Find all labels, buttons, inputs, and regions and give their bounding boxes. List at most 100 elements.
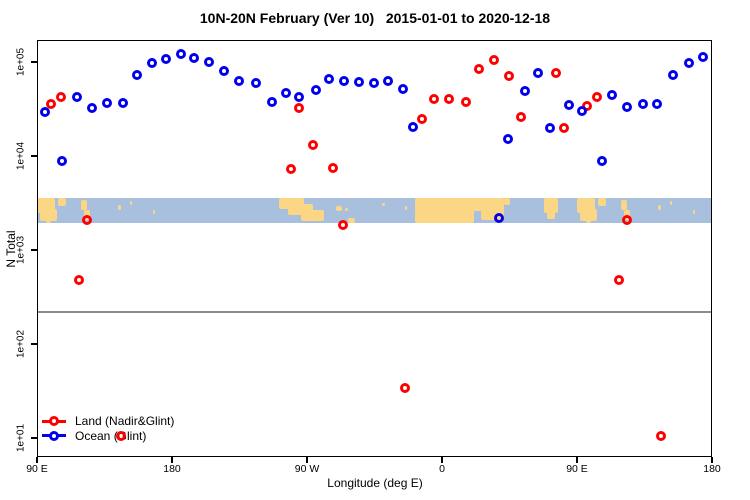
land-mass — [658, 205, 661, 211]
data-point-ocean — [398, 84, 408, 94]
land-mass — [670, 201, 673, 206]
land-mass — [80, 200, 87, 211]
x-tick-mark — [36, 457, 38, 463]
y-tick-label: 1e+01 — [15, 423, 27, 453]
data-point-land — [429, 94, 440, 104]
data-point-land — [558, 122, 569, 133]
data-point-land — [327, 163, 338, 174]
data-point-ocean — [147, 58, 158, 69]
land-mass — [503, 197, 510, 206]
land-mass — [415, 197, 504, 212]
land-mass — [344, 207, 348, 212]
data-point-ocean — [564, 99, 575, 110]
data-point-ocean — [698, 52, 708, 62]
y-tick-label: 1e+03 — [15, 235, 27, 265]
x-tick-label: 90 E — [26, 463, 48, 475]
land-mass — [347, 218, 355, 223]
y-tick-mark — [31, 155, 37, 157]
plot-title: 10N-20N February (Ver 10) 2015-01-01 to … — [199, 10, 551, 26]
data-point-ocean — [519, 86, 530, 97]
data-point-ocean — [576, 106, 587, 116]
data-point-land — [516, 111, 527, 122]
land-mass — [58, 197, 66, 206]
data-point-ocean — [311, 85, 321, 96]
data-point-ocean — [281, 87, 291, 98]
land-mass — [415, 210, 474, 223]
data-point-land — [655, 430, 666, 441]
data-point-ocean — [176, 49, 186, 60]
data-point-land — [551, 67, 561, 78]
land-mass — [586, 212, 591, 223]
data-point-ocean — [72, 91, 83, 102]
data-point-land — [621, 215, 632, 225]
data-point-ocean — [606, 89, 617, 100]
data-point-land — [614, 274, 624, 285]
data-point-land — [308, 139, 318, 150]
land-mass — [547, 210, 555, 219]
y-tick-mark — [31, 249, 37, 251]
data-point-ocean — [684, 58, 695, 69]
data-point-ocean — [219, 66, 230, 76]
data-point-ocean — [408, 121, 419, 132]
data-point-ocean — [161, 54, 171, 64]
data-point-land — [81, 215, 92, 225]
data-point-ocean — [638, 99, 648, 110]
data-point-land — [338, 219, 348, 230]
data-point-ocean — [503, 133, 513, 144]
data-point-ocean — [294, 91, 305, 102]
land-mass — [404, 206, 407, 211]
data-point-land — [285, 163, 296, 174]
land-mass — [152, 210, 155, 214]
legend: Land (Nadir&Glint) Ocean (Glint) — [42, 414, 174, 443]
x-tick-mark — [576, 457, 578, 463]
plot-border-box — [37, 40, 712, 457]
data-point-land — [45, 99, 56, 110]
data-point-ocean — [267, 97, 278, 108]
data-point-ocean — [369, 77, 380, 88]
data-point-ocean — [354, 77, 365, 88]
x-tick-label: 0 — [439, 463, 445, 475]
land-mass — [278, 197, 304, 209]
data-point-ocean — [533, 67, 543, 78]
data-point-ocean — [57, 155, 68, 166]
land-mass — [382, 202, 385, 207]
y-tick-mark — [31, 437, 37, 439]
x-tick-mark — [711, 457, 713, 463]
land-mass — [301, 210, 324, 222]
land-mass — [287, 203, 313, 216]
data-point-land — [489, 55, 500, 65]
data-point-land — [56, 91, 66, 102]
data-point-ocean — [189, 52, 200, 63]
data-point-ocean — [339, 75, 350, 86]
x-tick-mark — [306, 457, 308, 463]
y-tick-label: 1e+05 — [15, 47, 27, 77]
legend-item-ocean: Ocean (Glint) — [42, 429, 174, 444]
data-point-land — [474, 63, 485, 74]
x-tick-label: 90 E — [566, 463, 588, 475]
land-mass — [46, 212, 51, 223]
data-point-ocean — [117, 98, 128, 109]
land-series-marker-icon — [42, 416, 66, 427]
data-point-ocean — [621, 102, 632, 112]
threshold-reference-line — [37, 310, 712, 313]
legend-item-land: Land (Nadir&Glint) — [42, 414, 174, 429]
data-point-ocean — [251, 77, 261, 88]
data-point-ocean — [102, 98, 113, 109]
land-mass — [692, 210, 695, 214]
data-point-ocean — [87, 103, 98, 113]
data-point-ocean — [668, 69, 678, 80]
data-point-land — [74, 274, 84, 285]
data-point-ocean — [494, 212, 504, 223]
land-mass — [544, 197, 558, 213]
data-point-ocean — [651, 99, 662, 110]
land-mass — [335, 206, 342, 212]
data-point-land — [294, 103, 305, 113]
data-point-land — [399, 383, 410, 394]
data-point-ocean — [234, 75, 245, 86]
y-tick-label: 1e+02 — [15, 329, 27, 359]
data-point-land — [115, 430, 126, 441]
data-point-ocean — [383, 75, 393, 86]
ocean-series-marker-icon — [42, 430, 66, 441]
data-point-land — [461, 97, 471, 108]
